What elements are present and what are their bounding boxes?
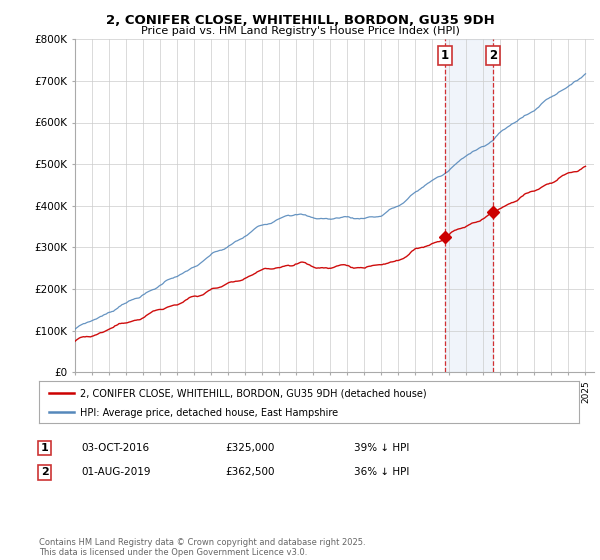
Text: 39% ↓ HPI: 39% ↓ HPI: [354, 443, 409, 453]
Text: Contains HM Land Registry data © Crown copyright and database right 2025.
This d: Contains HM Land Registry data © Crown c…: [39, 538, 365, 557]
Text: £362,500: £362,500: [225, 467, 275, 477]
Text: 2: 2: [489, 49, 497, 62]
Text: 36% ↓ HPI: 36% ↓ HPI: [354, 467, 409, 477]
Text: Price paid vs. HM Land Registry's House Price Index (HPI): Price paid vs. HM Land Registry's House …: [140, 26, 460, 36]
Bar: [445, 39, 493, 372]
Text: 2, CONIFER CLOSE, WHITEHILL, BORDON, GU35 9DH: 2, CONIFER CLOSE, WHITEHILL, BORDON, GU3…: [106, 14, 494, 27]
Text: 01-AUG-2019: 01-AUG-2019: [81, 467, 151, 477]
Text: HPI: Average price, detached house, East Hampshire: HPI: Average price, detached house, East…: [79, 408, 338, 418]
Text: 2, CONIFER CLOSE, WHITEHILL, BORDON, GU35 9DH (detached house): 2, CONIFER CLOSE, WHITEHILL, BORDON, GU3…: [79, 389, 426, 398]
Text: £325,000: £325,000: [225, 443, 274, 453]
Text: 1: 1: [41, 443, 49, 453]
Text: 1: 1: [441, 49, 449, 62]
Text: 2: 2: [41, 467, 49, 477]
Text: 03-OCT-2016: 03-OCT-2016: [81, 443, 149, 453]
